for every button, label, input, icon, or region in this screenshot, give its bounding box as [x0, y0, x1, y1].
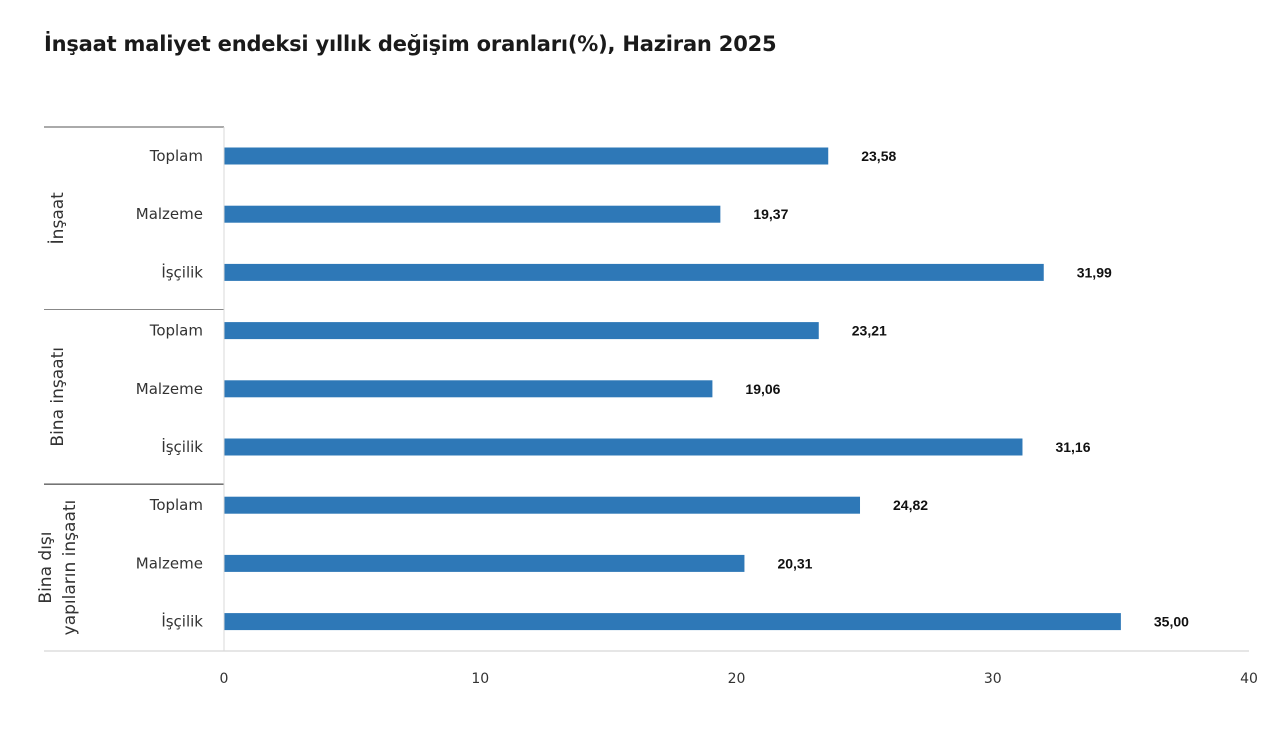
- group-label-line: yapıların inşaatı: [60, 500, 80, 636]
- value-label: 23,21: [852, 323, 887, 339]
- value-label: 24,82: [893, 497, 928, 513]
- labels-layer: 23,58 Toplam 19,37 Malzeme 31,99 İşçilik 23,21…: [36, 147, 1258, 687]
- bars-layer: [224, 147, 1121, 631]
- bar-1-2: [224, 205, 721, 223]
- group-label: Bina inşaatı: [48, 347, 68, 447]
- bar-1-1: [224, 147, 829, 165]
- bar-3-2: [224, 554, 745, 572]
- axis-lines: [44, 126, 1249, 652]
- group-label-line: Bina inşaatı: [48, 347, 68, 447]
- category-label: Toplam: [149, 322, 203, 340]
- category-label: Toplam: [149, 147, 203, 165]
- value-label: 35,00: [1154, 614, 1189, 630]
- bar-2-2: [224, 380, 713, 398]
- bar-3-1: [224, 496, 861, 514]
- x-tick-label: 20: [728, 671, 746, 687]
- category-label: Malzeme: [136, 380, 203, 398]
- x-tick-label: 10: [471, 671, 489, 687]
- category-label: Malzeme: [136, 205, 203, 223]
- group-label: Bina dışı yapıların inşaatı: [36, 500, 80, 636]
- category-label: İşçilik: [161, 437, 203, 456]
- value-label: 19,37: [753, 206, 788, 222]
- value-label: 20,31: [777, 555, 812, 571]
- x-tick-label: 30: [984, 671, 1002, 687]
- group-label-line: İnşaat: [47, 192, 68, 244]
- value-label: 31,16: [1055, 439, 1090, 455]
- category-label: İşçilik: [161, 262, 203, 281]
- bar-3-3: [224, 613, 1121, 631]
- bar-1-3: [224, 263, 1044, 281]
- x-tick-label: 0: [220, 671, 229, 687]
- value-label: 31,99: [1077, 264, 1112, 280]
- group-label-line: Bina dışı: [36, 532, 56, 604]
- chart-title: İnşaat maliyet endeksi yıllık değişim or…: [44, 32, 777, 56]
- value-label: 23,58: [861, 148, 896, 164]
- group-label: İnşaat: [47, 192, 68, 244]
- bar-2-3: [224, 438, 1023, 456]
- x-tick-label: 40: [1240, 671, 1258, 687]
- category-label: İşçilik: [161, 612, 203, 631]
- value-label: 19,06: [745, 381, 780, 397]
- category-label: Malzeme: [136, 554, 203, 572]
- category-label: Toplam: [149, 496, 203, 514]
- bar-2-1: [224, 322, 819, 340]
